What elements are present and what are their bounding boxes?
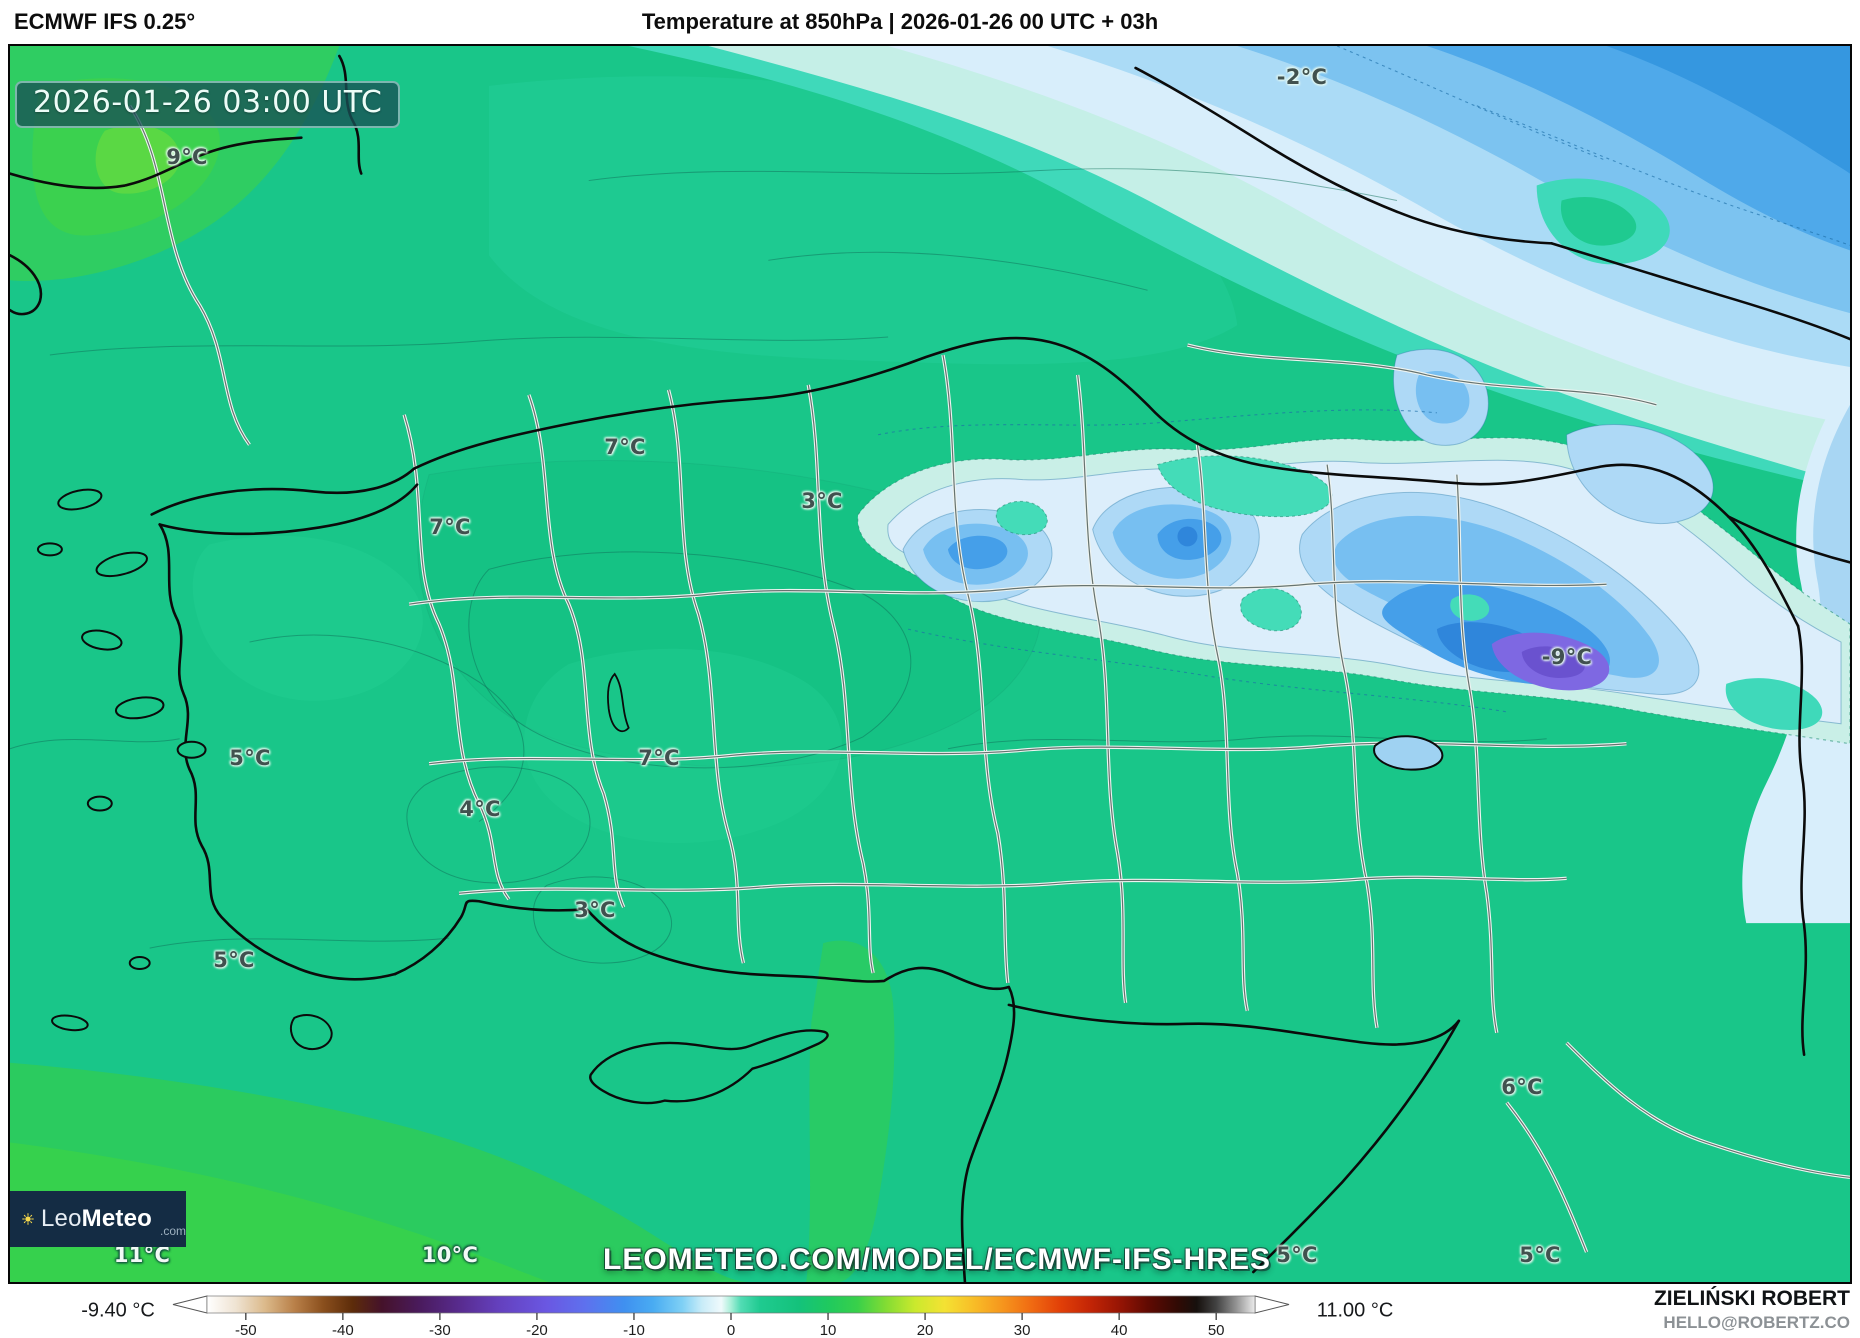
scale-max-label: 11.00 °C [1316,1299,1394,1322]
author-credit: ZIELIŃSKI ROBERT [1653,1287,1850,1310]
model-label: ECMWF IFS 0.25° [14,9,196,34]
scale-gradient-bar [206,1295,1256,1314]
scale-ticks: -50 -40 -30 -20 -10 0 10 20 30 40 50 [235,1313,1225,1338]
page-title: Temperature at 850hPa | 2026-01-26 00 UT… [641,9,1159,34]
logo-text: LeoMeteo [40,1205,152,1232]
logo-tld: .com [159,1224,186,1238]
scale-tick-label: -30 [429,1322,451,1338]
author-contact: HELLO@ROBERTZ.CO [1663,1313,1850,1332]
leometeo-logo: LeoMeteo .com [10,1191,186,1247]
islands [36,488,333,1050]
weather-map-canvas [10,46,1850,1282]
scale-tick-label: -40 [332,1322,354,1338]
scale-tick-label: 50 [1208,1322,1225,1338]
scale-tick-label: -20 [526,1322,548,1338]
scale-tick-label: 10 [820,1322,837,1338]
scale-tick-label: 0 [727,1322,735,1338]
scale-tick-label: 40 [1111,1322,1128,1338]
scale-tick-label: -10 [623,1322,645,1338]
scale-min-label: -9.40 °C [81,1299,155,1322]
temperature-scale: -50 -40 -30 -20 -10 0 10 20 30 40 50 [172,1295,1290,1338]
country-borders [10,54,1850,1282]
scale-tick-label: 20 [917,1322,934,1338]
scale-right-arrow [1254,1295,1290,1314]
scale-left-arrow [172,1295,208,1314]
scale-tick-label: -50 [235,1322,257,1338]
timestamp-badge: 2026-01-26 03:00 UTC [15,81,401,128]
watermark: LEOMETEO.COM/MODEL/ECMWF-IFS-HRES [603,1243,1271,1276]
sun-icon [22,1213,34,1225]
scale-tick-label: 30 [1014,1322,1031,1338]
weather-map: 9°C -2°C 7°C 3°C 7°C 5°C 7°C 4°C 3°C 5°C -9°C 6°C 11… [8,44,1852,1284]
